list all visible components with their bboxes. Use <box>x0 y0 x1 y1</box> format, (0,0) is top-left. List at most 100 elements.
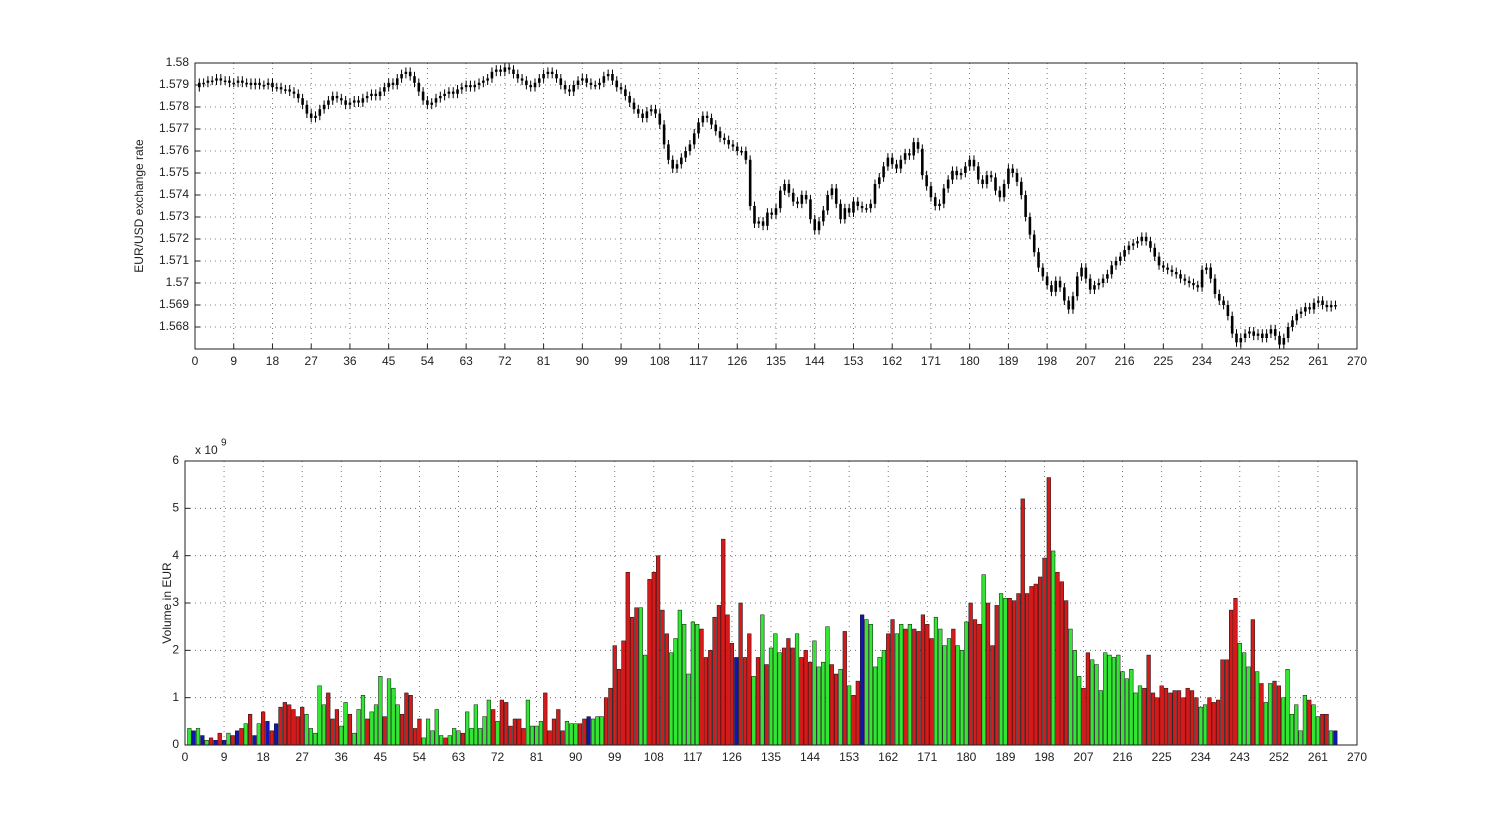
volume-bar <box>964 621 969 746</box>
candle-body <box>1256 333 1260 336</box>
volume-bar <box>556 709 561 746</box>
x-tick-label: 153 <box>839 750 859 764</box>
candle-body <box>555 74 558 79</box>
volume-bar <box>1242 652 1247 746</box>
x-tick-label: 81 <box>537 354 551 368</box>
volume-bar <box>1255 671 1260 746</box>
y-tick-label: 1.576 <box>159 143 189 157</box>
candle-body <box>822 210 825 222</box>
candle-body <box>1123 250 1126 257</box>
volume-bar <box>916 631 921 746</box>
volume-bar <box>1202 704 1208 746</box>
volume-bar <box>287 704 292 746</box>
x-tick-label: 108 <box>650 354 670 368</box>
y-tick-label: 1.574 <box>159 187 189 201</box>
volume-bar <box>1120 671 1125 746</box>
candle-body <box>791 192 795 202</box>
candle-body <box>1282 338 1286 345</box>
volume-bar <box>330 718 335 746</box>
candle-body <box>985 175 989 184</box>
candle-body <box>245 82 248 85</box>
candle-body <box>826 195 829 211</box>
x-tick-label: 225 <box>1153 354 1173 368</box>
candle-body <box>770 212 773 215</box>
candle-body <box>335 96 339 99</box>
volume-bar <box>443 737 448 746</box>
candle-body <box>1321 300 1324 305</box>
x-tick-label: 216 <box>1113 750 1133 764</box>
volume-bar <box>1042 557 1047 746</box>
candle-body <box>1050 285 1053 292</box>
candle-body <box>671 159 675 169</box>
candle-body <box>1119 256 1122 261</box>
volume-bar <box>794 633 800 746</box>
x-tick-label: 63 <box>452 750 466 764</box>
x-tick-label: 162 <box>878 750 898 764</box>
volume-bar <box>651 571 656 746</box>
candle-body <box>1075 276 1079 297</box>
volume-bar <box>1003 598 1008 746</box>
y-tick-label: 2 <box>172 643 179 657</box>
candle-body <box>417 82 421 92</box>
x-tick-label: 252 <box>1269 750 1289 764</box>
x-tick-label: 18 <box>266 354 280 368</box>
volume-bar <box>929 638 934 746</box>
volume-bar <box>226 732 231 746</box>
candle-body <box>378 91 382 96</box>
volume-bar <box>1220 659 1225 746</box>
volume-bar <box>977 624 982 746</box>
candle-body <box>288 89 291 92</box>
x-tick-label: 0 <box>182 750 189 764</box>
candle-body <box>667 144 670 160</box>
candle-body <box>624 89 627 96</box>
candle-body <box>1205 267 1208 270</box>
volume-bar <box>1285 669 1290 746</box>
volume-bar <box>621 640 626 746</box>
candle-body <box>395 78 399 85</box>
volume-bar <box>421 737 426 746</box>
x-tick-label: 189 <box>998 354 1018 368</box>
candle-body <box>1024 195 1027 217</box>
x-tick-label: 117 <box>683 750 702 764</box>
x-tick-label: 243 <box>1230 750 1250 764</box>
candle-body <box>860 206 864 209</box>
volume-bar <box>1155 697 1160 746</box>
candle-body <box>249 82 253 85</box>
volume-bar <box>985 602 991 746</box>
candle-body <box>456 89 459 94</box>
axis-multiplier-exponent: 9 <box>221 438 227 449</box>
volume-bar <box>1146 654 1151 746</box>
volume-bar <box>603 697 609 746</box>
candle-body <box>383 87 386 92</box>
volume-bar <box>708 650 713 746</box>
volume-bar <box>777 652 782 746</box>
volume-bar <box>638 607 643 746</box>
volume-bar <box>669 652 674 746</box>
volume-bar <box>425 718 431 746</box>
candle-body <box>1097 283 1101 286</box>
candle-body <box>275 87 279 89</box>
candle-body <box>1196 285 1200 288</box>
candle-body <box>421 91 425 101</box>
x-tick-label: 36 <box>335 750 349 764</box>
candle-body <box>796 201 799 204</box>
candle-body <box>753 206 756 224</box>
volume-bar <box>569 723 574 746</box>
volume-bar <box>478 728 483 746</box>
volume-bar <box>1315 716 1321 746</box>
candle-body <box>266 82 270 85</box>
candle-body <box>1166 267 1169 270</box>
candle-body <box>576 80 580 85</box>
volume-bar <box>1181 697 1186 746</box>
volume-panel: 0 9 18 27 36 45 54 63 72 81 90 99 108 117 126 135 144 153… <box>160 438 1367 765</box>
volume-bar <box>682 624 687 746</box>
volume-bar <box>773 633 778 746</box>
volume-bar <box>755 657 761 746</box>
volume-bar <box>291 709 296 746</box>
volume-bar <box>1046 477 1051 746</box>
volume-bar <box>959 650 965 746</box>
volume-bar <box>851 695 856 746</box>
volume-bar <box>452 728 457 746</box>
volume-bar <box>751 676 756 746</box>
candle-body <box>632 102 636 110</box>
